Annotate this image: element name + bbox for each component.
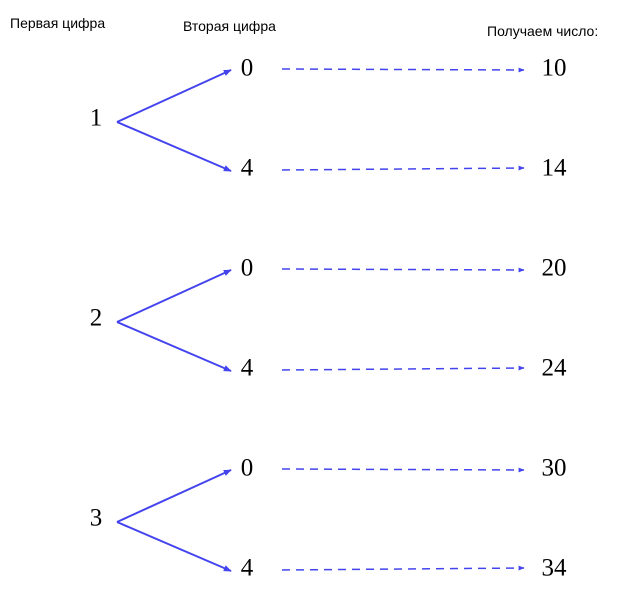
result-arrow <box>281 565 525 571</box>
result-number: 34 <box>542 555 568 582</box>
result-arrow <box>281 365 525 371</box>
result-number: 10 <box>542 55 567 82</box>
second-digit: 0 <box>241 55 254 82</box>
first-digit: 2 <box>90 305 103 332</box>
branch-arrow <box>116 269 232 323</box>
result-arrow <box>281 467 525 473</box>
result-number: 30 <box>542 455 567 482</box>
result-number: 20 <box>542 255 567 282</box>
second-digit: 0 <box>241 255 254 282</box>
second-digit: 4 <box>241 155 254 182</box>
second-digit: 4 <box>241 355 254 382</box>
branch-arrow <box>116 69 232 123</box>
result-arrow <box>281 267 525 273</box>
branch-arrow <box>116 321 232 372</box>
first-digit: 1 <box>90 105 103 132</box>
second-digit: 0 <box>241 455 254 482</box>
result-number: 14 <box>542 155 568 182</box>
result-arrow <box>281 67 525 73</box>
second-digit: 4 <box>241 555 254 582</box>
result-number: 24 <box>542 355 568 382</box>
branch-arrow <box>116 521 232 572</box>
first-digit: 3 <box>90 505 103 532</box>
branch-arrow <box>116 121 232 172</box>
result-arrow <box>281 165 525 171</box>
branch-arrow <box>116 469 232 523</box>
header: Получаем число: <box>487 23 598 39</box>
header: Вторая цифра <box>183 18 276 34</box>
header: Первая цифра <box>10 15 105 31</box>
